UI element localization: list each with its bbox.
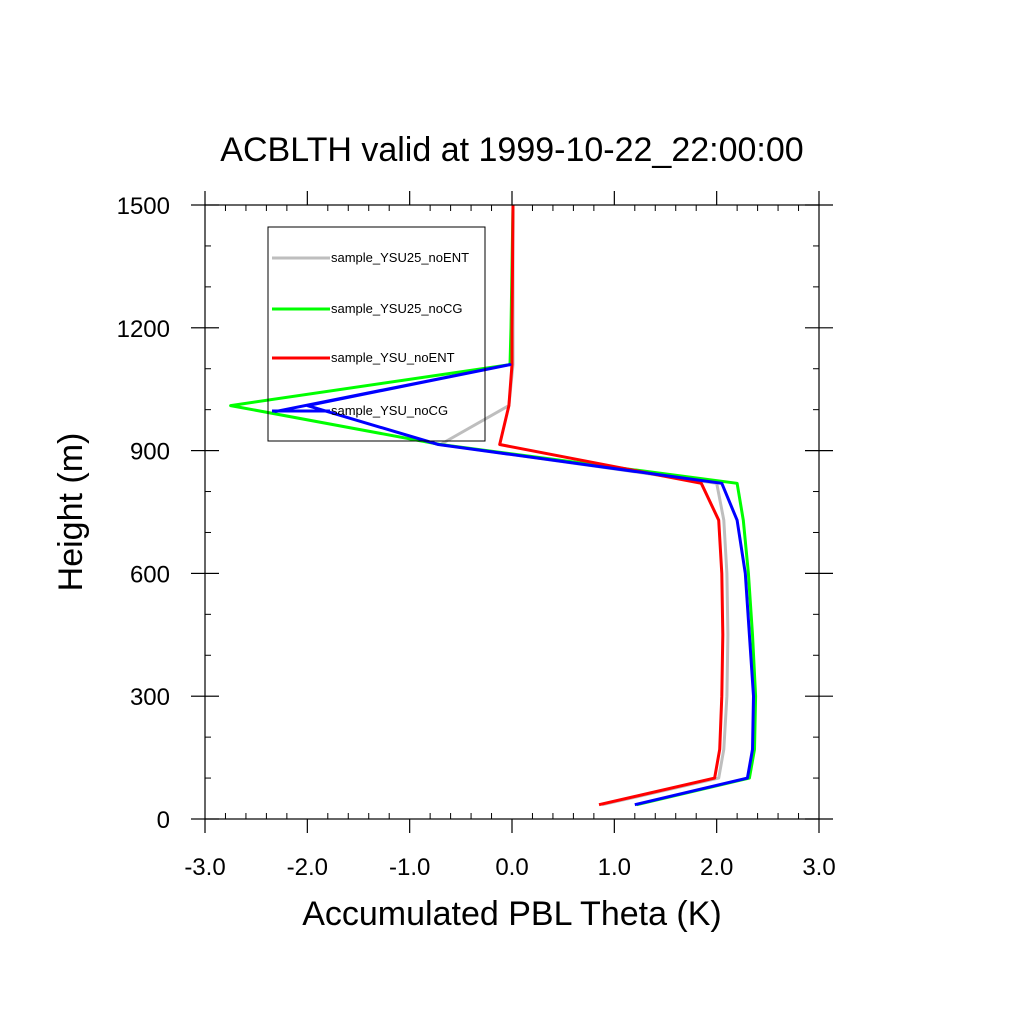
series-line-0	[438, 205, 730, 807]
axis-tick-labels: -3.0 -2.0 -1.0 0.0 1.0 2.0 3.0 0 300 600 900 1200 15…	[117, 193, 836, 881]
y-tick-label-1: 300	[130, 684, 170, 711]
x-tick-label-3: 0.0	[495, 854, 528, 881]
legend: sample_YSU25_noENT sample_YSU25_noCGsampl…	[272, 250, 469, 418]
x-tick-label-6: 3.0	[802, 854, 835, 881]
x-tick-label-1: -2.0	[287, 854, 328, 881]
series-line-3	[274, 363, 755, 807]
series-line-2	[498, 204, 725, 807]
x-tick-label-2: -1.0	[389, 854, 430, 881]
axis-ticks	[191, 191, 833, 833]
y-tick-label-5: 1500	[117, 193, 170, 220]
x-tick-label-5: 2.0	[700, 854, 733, 881]
plot-lines	[229, 204, 758, 807]
series-line-1	[229, 204, 758, 807]
legend-label-2: sample_YSU_noENT	[331, 350, 455, 365]
y-tick-label-2: 600	[130, 561, 170, 588]
chart-title: ACBLTH valid at 1999-10-22_22:00:00	[220, 131, 803, 169]
y-tick-label-0: 0	[157, 807, 170, 834]
legend-box	[267, 226, 486, 442]
y-axis-label: Height (m)	[52, 433, 90, 592]
legend-label-3: sample_YSU_noCG	[331, 403, 448, 418]
x-tick-label-4: 1.0	[598, 854, 631, 881]
legend-label-0: sample_YSU25_noENT	[331, 250, 469, 265]
x-tick-label-0: -3.0	[184, 854, 225, 881]
legend-label-1: sample_YSU25_noCG	[331, 301, 463, 316]
y-tick-label-4: 1200	[117, 316, 170, 343]
y-tick-label-3: 900	[130, 439, 170, 466]
x-axis-label: Accumulated PBL Theta (K)	[302, 895, 722, 933]
